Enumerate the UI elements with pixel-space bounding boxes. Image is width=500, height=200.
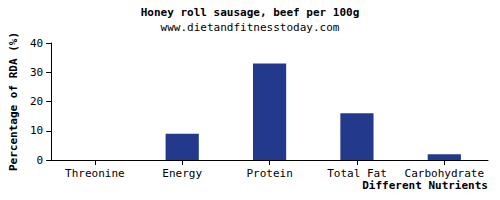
svg-text:40: 40 [30,37,43,50]
svg-text:Threonine: Threonine [65,167,125,180]
svg-text:www.dietandfitnesstoday.com: www.dietandfitnesstoday.com [161,21,340,34]
svg-text:Energy: Energy [162,167,202,180]
svg-text:10: 10 [30,124,43,137]
svg-text:Different Nutrients: Different Nutrients [362,179,488,192]
svg-text:30: 30 [30,66,43,79]
svg-text:20: 20 [30,95,43,108]
svg-text:Percentage of RDA (%): Percentage of RDA (%) [7,32,20,171]
svg-text:Honey roll sausage, beef per 1: Honey roll sausage, beef per 100g [141,6,360,19]
svg-text:Carbohydrate: Carbohydrate [405,167,484,180]
svg-text:Protein: Protein [246,167,292,180]
svg-text:Total Fat: Total Fat [327,167,387,180]
svg-text:0: 0 [37,154,44,167]
